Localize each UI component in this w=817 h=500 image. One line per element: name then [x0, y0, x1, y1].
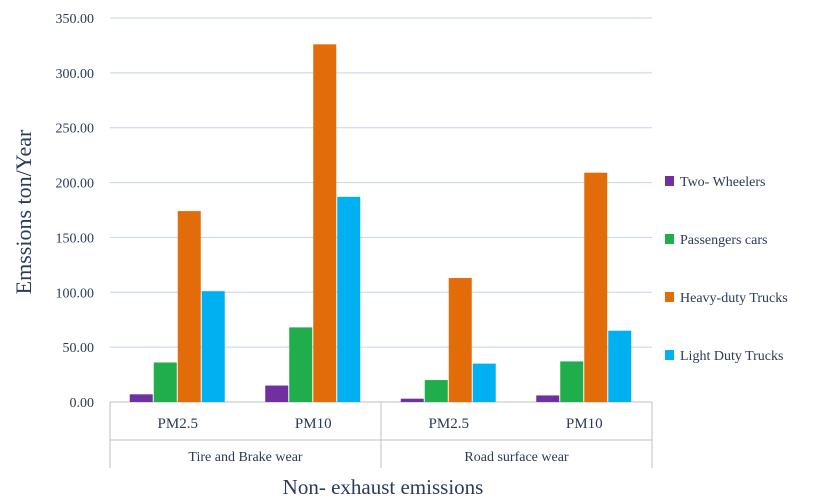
bar-passengers-cars	[289, 327, 313, 402]
x-group-label: Road surface wear	[464, 450, 569, 465]
x-axis: PM2.5 PM10 Tire and Brake wear PM2.5 PM10 Roa…	[109, 402, 653, 468]
bar-passengers-cars	[560, 361, 584, 402]
y-tick-label: 50.00	[63, 341, 95, 356]
bar-heavy-duty-trucks	[584, 172, 608, 402]
bar-heavy-duty-trucks	[177, 211, 201, 402]
bar-light-duty-trucks	[472, 363, 496, 402]
y-tick-label: 200.00	[56, 177, 95, 192]
y-axis-title: Emssions ton/Year	[11, 129, 36, 294]
legend: Two- Wheelers Passengers cars Heavy-duty T…	[665, 175, 788, 364]
y-tick-label: 150.00	[56, 231, 95, 246]
bars	[129, 44, 632, 403]
x-group-label: Tire and Brake wear	[188, 450, 303, 465]
bar-heavy-duty-trucks	[313, 44, 337, 403]
bar-light-duty-trucks	[337, 196, 361, 402]
y-tick-label: 100.00	[56, 286, 95, 301]
legend-swatch	[665, 350, 674, 360]
x-axis-title: Non- exhaust emissions	[283, 475, 484, 499]
bar-light-duty-trucks	[201, 291, 225, 402]
y-tick-label: 350.00	[56, 12, 95, 27]
bar-two-wheelers	[129, 394, 153, 402]
legend-label: Passengers cars	[680, 233, 767, 248]
x-category-label: PM10	[295, 416, 332, 432]
y-tick-label: 0.00	[70, 396, 95, 411]
legend-label: Light Duty Trucks	[680, 349, 783, 364]
legend-swatch	[665, 292, 674, 302]
y-tick-label: 300.00	[56, 67, 95, 82]
y-tick-label: 250.00	[56, 122, 95, 137]
bar-two-wheelers	[536, 395, 560, 402]
legend-label: Two- Wheelers	[680, 175, 765, 190]
x-category-label: PM2.5	[158, 416, 198, 432]
bar-passengers-cars	[424, 380, 448, 402]
bar-passengers-cars	[153, 362, 177, 402]
bar-heavy-duty-trucks	[448, 278, 472, 402]
bar-two-wheelers	[265, 385, 289, 402]
legend-swatch	[665, 234, 674, 244]
x-category-label: PM10	[566, 416, 603, 432]
x-category-label: PM2.5	[429, 416, 469, 432]
bar-light-duty-trucks	[608, 330, 632, 402]
legend-label: Heavy-duty Trucks	[680, 291, 788, 306]
legend-swatch	[665, 176, 674, 186]
bar-two-wheelers	[400, 398, 424, 402]
y-axis-ticks: 0.00 50.00 100.00 150.00 200.00 250.00 300.00 3…	[56, 12, 95, 411]
